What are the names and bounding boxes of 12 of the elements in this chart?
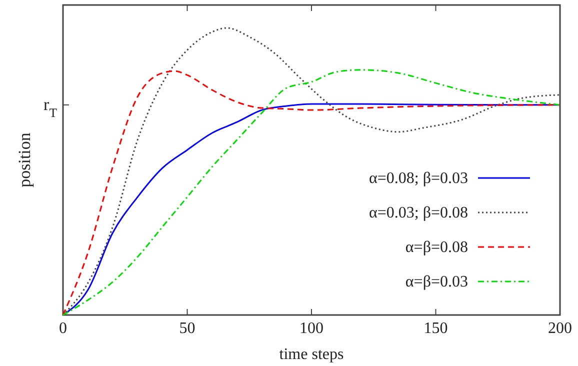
x-axis-title: time steps [279, 346, 344, 363]
legend-label: α=0.08; β=0.03 [368, 170, 468, 187]
x-tick-label: 150 [424, 320, 448, 337]
x-tick-label: 50 [179, 320, 196, 337]
legend-label: α=β=0.03 [405, 274, 468, 290]
x-tick-label: 100 [300, 320, 324, 337]
legend-label: α=β=0.08 [405, 239, 468, 256]
text: r$_{T}$ [44, 94, 58, 120]
x-tick-label: 0 [59, 320, 67, 337]
y-axis-title: position [15, 132, 34, 188]
legend-label: α=0.03; β=0.08 [368, 204, 468, 222]
x-tick-label: 200 [548, 320, 572, 337]
